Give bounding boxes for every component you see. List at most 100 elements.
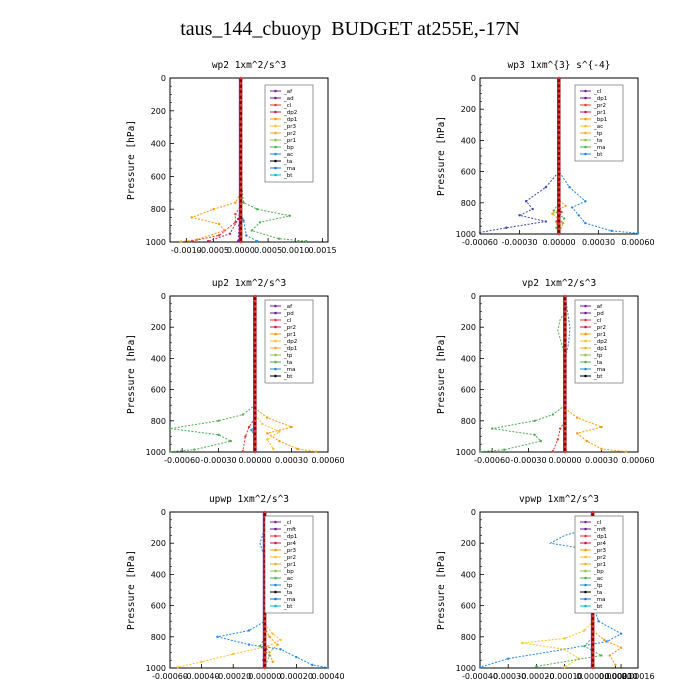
sum-marker	[563, 315, 567, 319]
series-point	[266, 644, 270, 648]
series-point	[311, 663, 314, 667]
legend-entry: _dp1	[283, 346, 297, 352]
series-point	[179, 240, 183, 243]
sum-marker	[253, 346, 257, 350]
series-point	[600, 654, 603, 657]
sum-marker	[253, 315, 257, 319]
y-tick-label: 1000	[146, 238, 166, 247]
y-tick-label: 1000	[146, 664, 166, 673]
sum-marker	[239, 131, 243, 134]
sum-marker	[563, 372, 567, 376]
sum-marker	[563, 336, 567, 339]
series-point	[583, 629, 586, 632]
legend-entry: _pr3	[593, 548, 607, 554]
legend-swatch-marker	[274, 311, 277, 315]
sum-marker	[239, 186, 243, 189]
legend-entry: _pr2	[593, 555, 606, 561]
x-tick-label: 0.00010	[605, 672, 638, 681]
series-point	[255, 208, 259, 211]
legend-swatch-marker	[274, 110, 277, 114]
series-point	[229, 439, 232, 443]
x-tick-label: 0.00030	[275, 456, 308, 465]
legend-swatch-marker	[584, 353, 587, 357]
sum-marker	[253, 325, 257, 329]
legend-swatch-marker	[274, 124, 277, 128]
legend-swatch-marker	[584, 583, 587, 587]
series-point	[577, 214, 580, 217]
y-tick-label: 0	[161, 74, 166, 83]
y-tick-label: 200	[461, 539, 476, 548]
sum-marker	[563, 419, 567, 423]
legend-swatch-marker	[584, 311, 587, 315]
sum-marker	[253, 299, 257, 303]
legend-entry: _bt	[283, 374, 293, 380]
legend-entry: _pd	[283, 311, 294, 317]
chart-title: up2 1xm^2/s^3	[212, 278, 286, 289]
series-point	[610, 229, 613, 233]
x-tick-label: 0.00040	[311, 672, 344, 681]
sum-marker	[557, 191, 561, 194]
legend-entry: _ta	[593, 590, 602, 596]
legend-swatch-marker	[274, 138, 277, 142]
series-line	[177, 512, 282, 668]
series-point	[290, 425, 293, 429]
sum-marker	[563, 424, 567, 428]
legend-entry: _pr2	[593, 103, 606, 109]
sum-marker	[253, 383, 257, 386]
legend-swatch-marker	[584, 318, 587, 322]
legend-swatch-marker	[584, 562, 587, 566]
sum-marker	[253, 429, 257, 433]
legend-swatch-marker	[274, 318, 277, 322]
sum-marker	[563, 357, 567, 360]
legend-entry: _bt	[593, 152, 603, 158]
legend-entry: _pr2	[283, 131, 296, 137]
series-point	[190, 216, 193, 219]
legend-entry: _pr4	[283, 541, 297, 547]
sum-marker	[239, 142, 243, 145]
series-point	[524, 200, 528, 203]
legend-entry: _cl	[283, 520, 292, 526]
legend-swatch-marker	[584, 569, 587, 573]
series-point	[551, 413, 555, 416]
legend-swatch-marker	[584, 138, 587, 142]
sum-marker	[253, 440, 257, 443]
x-tick-label: 0.0010	[281, 246, 309, 255]
sum-marker	[557, 81, 561, 85]
series-point	[234, 212, 237, 216]
sum-marker	[253, 336, 257, 339]
legend-entry: _dp1	[593, 96, 607, 102]
x-tick-label: -0.00020	[518, 672, 554, 681]
series-point	[597, 620, 600, 623]
series-point	[261, 422, 264, 426]
sum-marker	[563, 435, 567, 438]
y-tick-label: 400	[151, 570, 166, 579]
legend-swatch-marker	[584, 339, 587, 343]
chart-panel-6: vpwp 1xm^2/s^3 Pressure [hPa] 0 200 400 600 80…	[436, 494, 655, 681]
series-point	[619, 646, 623, 649]
series-point	[278, 439, 281, 443]
y-tick-label: 400	[151, 354, 166, 363]
legend-swatch-marker	[274, 89, 277, 93]
series-point	[216, 635, 219, 638]
x-tick-label: -0.00020	[215, 672, 251, 681]
legend-swatch-marker	[584, 103, 587, 107]
sum-marker	[239, 158, 243, 162]
x-tick-label: -0.00060	[474, 456, 510, 465]
sum-marker	[263, 651, 267, 654]
series-point	[535, 665, 538, 668]
legend-entry: _dp2	[283, 339, 297, 345]
y-tick-label: 400	[461, 354, 476, 363]
x-tick-label: -0.00030	[490, 672, 526, 681]
legend-entry: _tp	[593, 583, 603, 589]
sum-marker	[557, 139, 561, 142]
legend-swatch-marker	[274, 131, 277, 135]
legend-swatch-marker	[274, 374, 277, 378]
y-tick-label: 400	[461, 570, 476, 579]
x-tick-label: -0.0005	[198, 246, 229, 255]
sum-marker	[239, 224, 243, 227]
series-point	[563, 666, 566, 669]
x-tick-label: -0.0010	[171, 246, 202, 255]
legend-entry: _bp	[283, 569, 294, 575]
sum-marker	[591, 651, 595, 654]
legend-swatch-marker	[274, 145, 277, 149]
